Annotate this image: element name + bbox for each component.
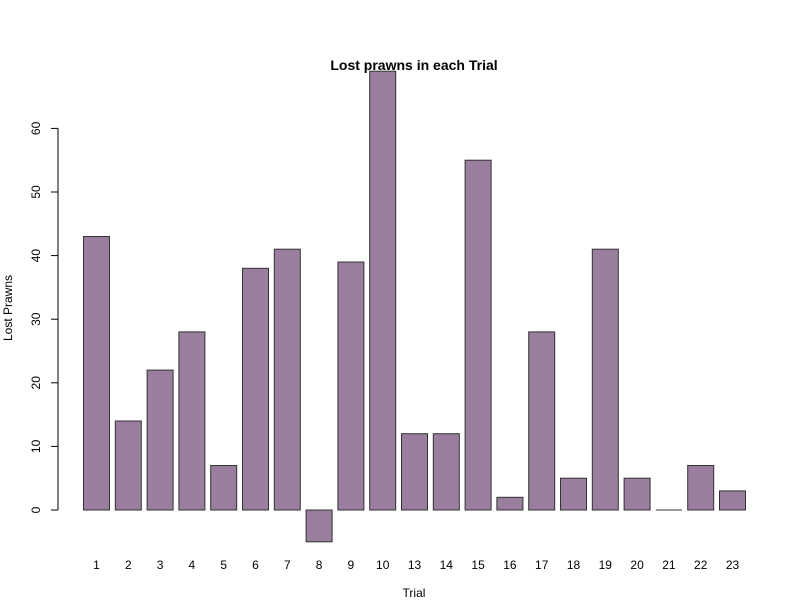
x-tick-label: 21 [662,558,676,572]
y-tick-label: 50 [29,185,43,199]
x-tick-label: 14 [440,558,454,572]
x-tick-label: 23 [726,558,740,572]
x-tick-label: 17 [535,558,549,572]
x-tick-label: 18 [567,558,581,572]
x-tick-label: 1 [93,558,100,572]
x-tick-label: 4 [189,558,196,572]
bar-trial-17 [528,331,556,511]
bar-trial-16 [496,496,524,511]
x-tick-label: 19 [599,558,613,572]
bar-trial-20 [623,477,651,511]
x-tick-label: 20 [630,558,644,572]
bar-trial-23 [719,490,746,511]
bar-trial-7 [273,248,301,511]
x-axis-label: Trial [403,586,426,600]
bar-trial-6 [242,267,269,511]
y-axis-label: Lost Prawns [1,275,15,341]
bar-trial-15 [464,159,492,511]
y-axis: 0 10 20 30 40 50 60 [29,121,59,513]
bar-trial-18 [560,477,587,511]
y-tick-label: 10 [29,439,43,453]
bar-trial-10 [369,70,397,511]
y-tick-label: 40 [29,249,43,263]
bar-trial-5 [210,465,238,511]
bar-trial-14 [432,433,460,511]
bar-trial-13 [401,433,428,511]
bar-trial-8 [305,509,333,543]
bar-trial-9 [337,261,365,511]
x-tick-label: 3 [157,558,164,572]
bar-trial-22 [687,465,715,511]
bar-trial-1 [83,236,110,511]
bar-trial-4 [178,331,206,511]
bar-trial-3 [146,369,174,511]
x-tick-label: 9 [348,558,355,572]
x-tick-label: 7 [284,558,291,572]
x-tick-label: 8 [316,558,323,572]
x-tick-label: 10 [376,558,390,572]
bar-trial-19 [591,248,619,511]
x-tick-label: 2 [125,558,132,572]
x-tick-label: 5 [220,558,227,572]
y-tick-label: 0 [29,506,43,513]
y-tick-label: 60 [29,121,43,135]
y-tick-label: 30 [29,312,43,326]
x-tick-label: 16 [503,558,517,572]
x-tick-label: 13 [408,558,422,572]
y-tick-label: 20 [29,376,43,390]
chart-title: Lost prawns in each Trial [330,57,497,73]
x-tick-label: 15 [471,558,485,572]
x-tick-labels: 1 2 3 4 5 6 7 8 9 10 13 14 15 16 17 18 19 20 21 22 23 [93,558,739,572]
bar-trial-2 [114,420,142,511]
x-tick-label: 22 [694,558,708,572]
x-tick-label: 6 [252,558,259,572]
bars [83,70,746,543]
